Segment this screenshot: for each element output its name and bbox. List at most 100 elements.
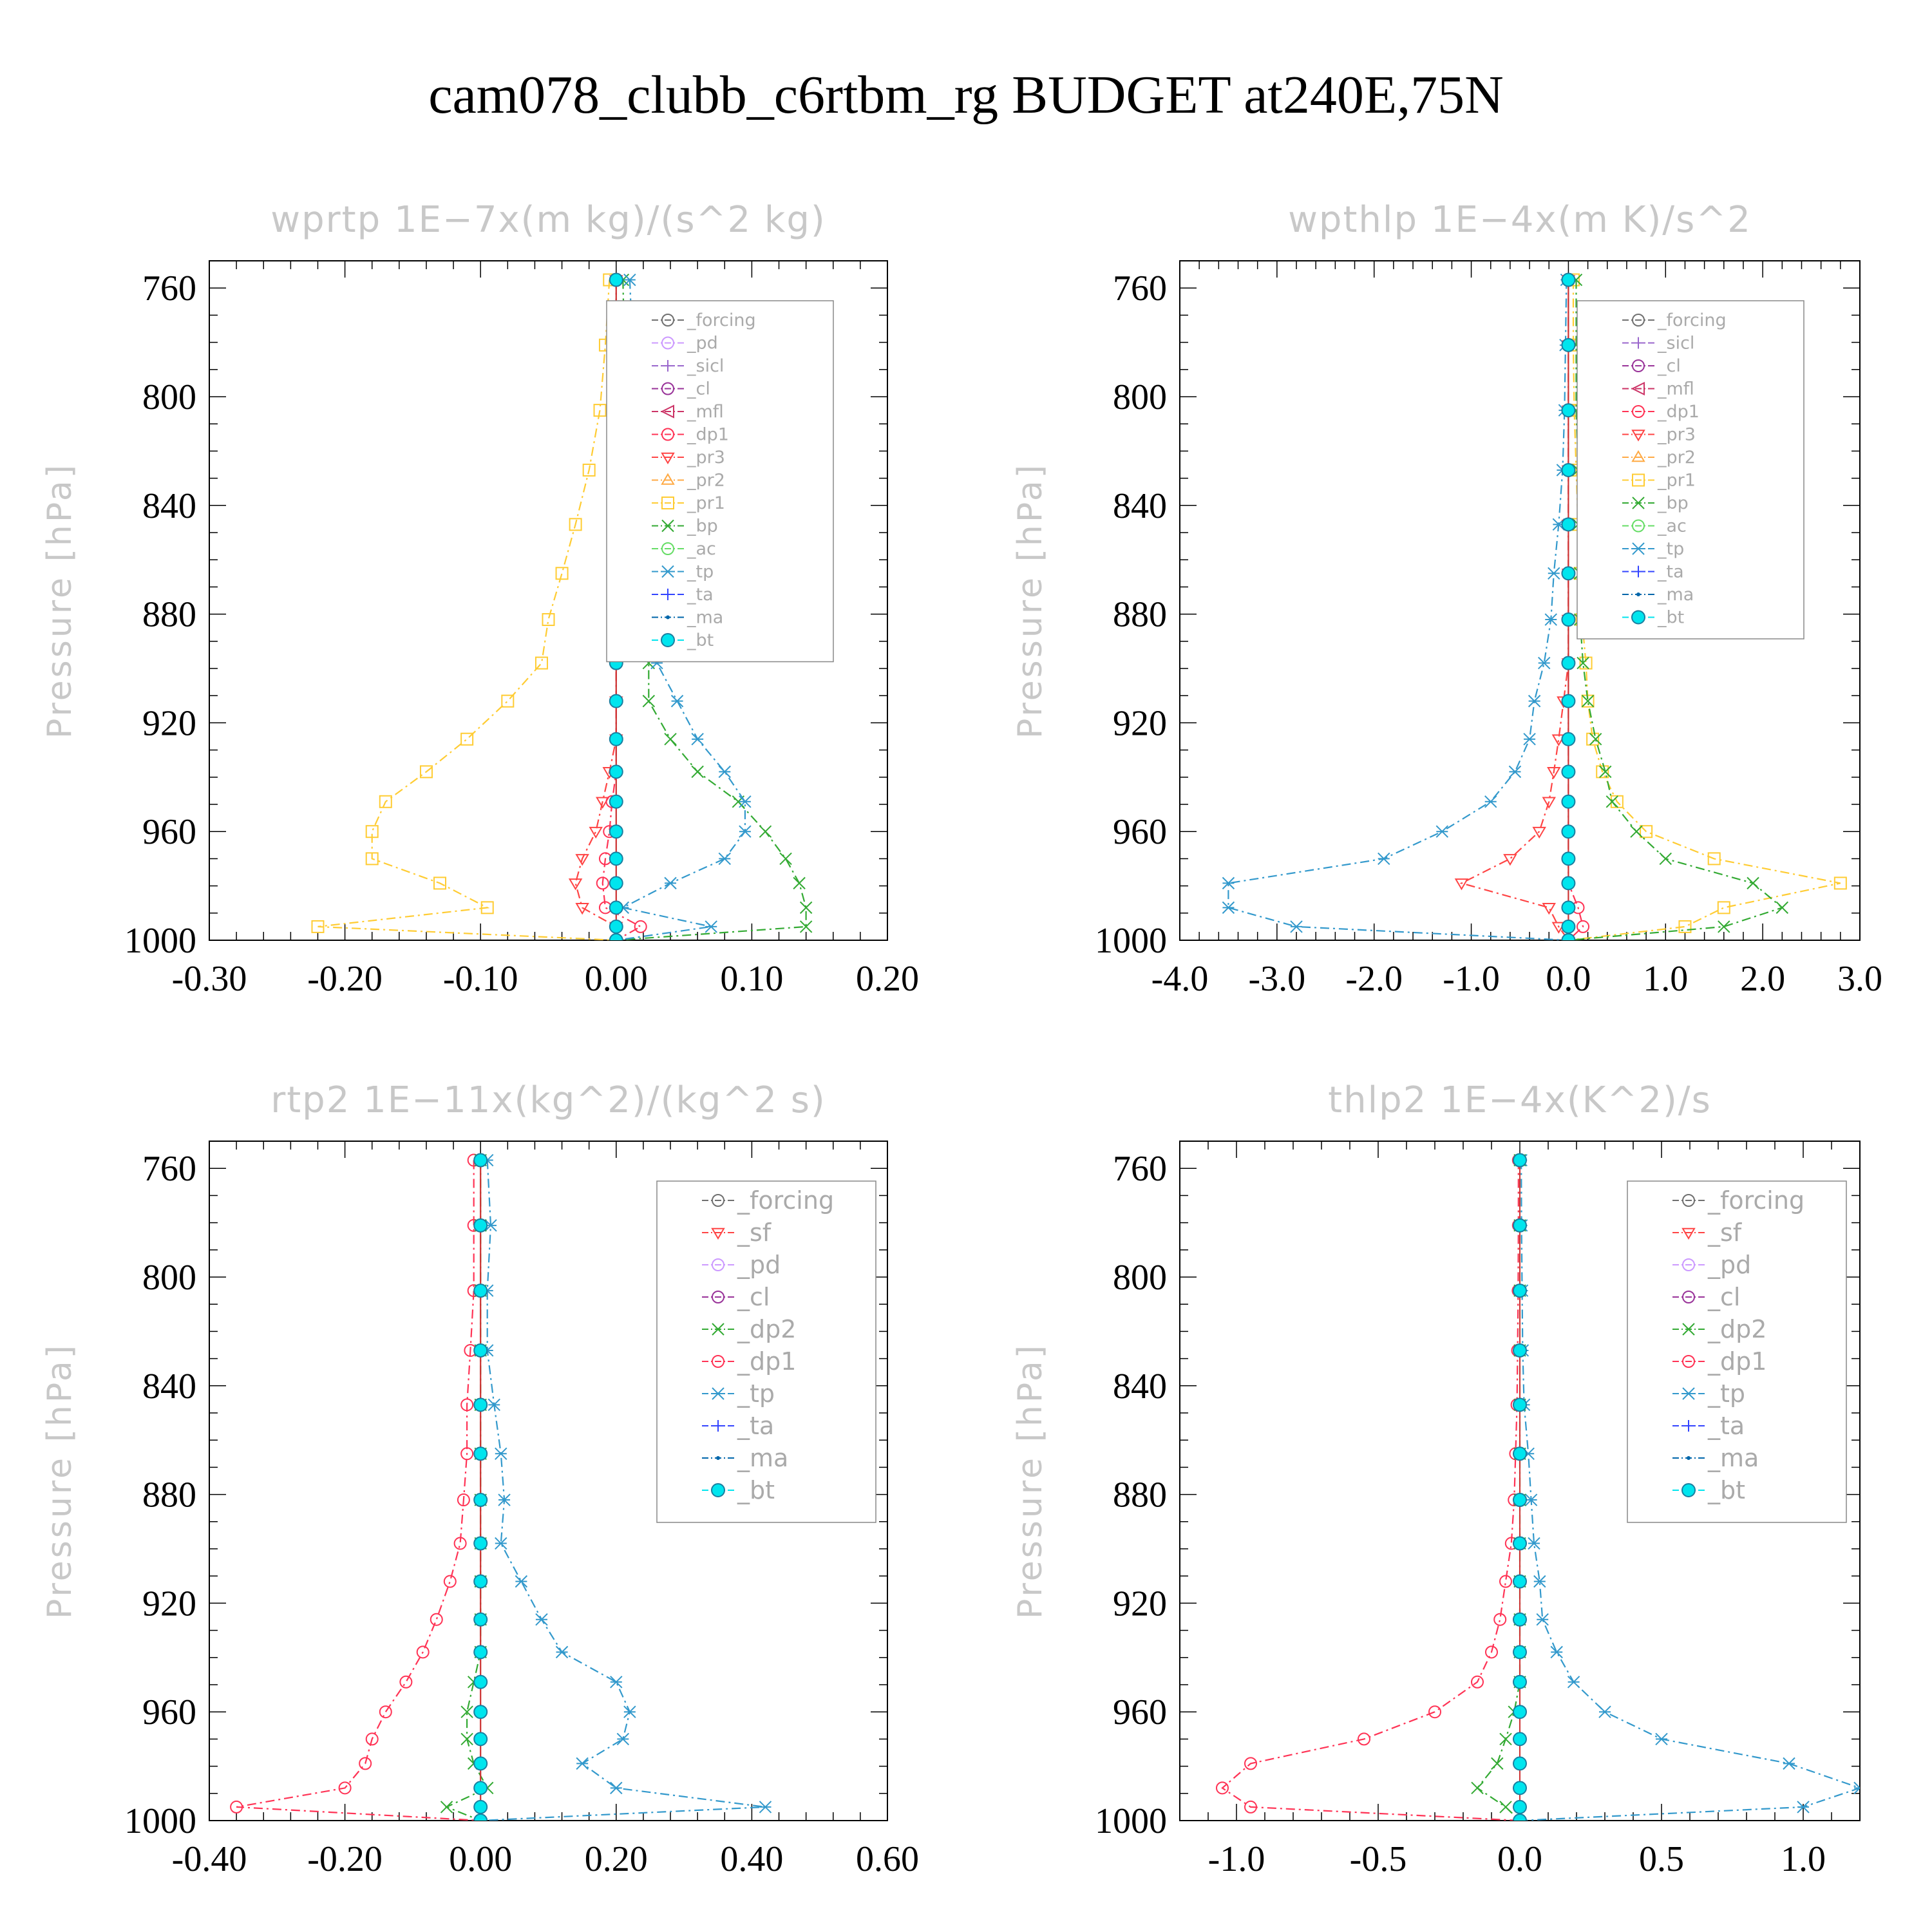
y-tick-label: 1000 <box>1095 1801 1167 1841</box>
marker-tp <box>610 1781 623 1795</box>
legend-label-forcing: _forcing <box>1657 310 1727 330</box>
marker-bp <box>799 920 813 933</box>
marker-bp <box>779 852 792 866</box>
marker-bt <box>1561 694 1576 708</box>
legend-box <box>656 1180 876 1523</box>
marker-dp1 <box>430 1613 443 1626</box>
legend-label-ta: _ta <box>737 1412 774 1440</box>
marker-bp <box>1630 825 1643 838</box>
marker-bt <box>1561 794 1576 809</box>
marker-tp <box>1567 1676 1580 1689</box>
marker-bt <box>473 1799 488 1814</box>
legend-label-dp1: _dp1 <box>737 1347 796 1376</box>
marker-pr1 <box>542 613 555 627</box>
marker-dp2 <box>440 1801 453 1814</box>
marker-tp <box>623 1705 636 1718</box>
x-tick-label: 0.00 <box>585 959 648 999</box>
marker-dp1 <box>460 1398 474 1412</box>
marker-bt <box>1513 1397 1527 1412</box>
series-line-dp2 <box>444 1160 489 1821</box>
marker-tp <box>705 920 717 933</box>
marker-bp <box>661 519 674 533</box>
marker-pr3 <box>1542 797 1557 809</box>
marker-bt <box>473 1705 488 1719</box>
marker-pd <box>661 336 674 350</box>
x-tick-label: 0.40 <box>720 1839 783 1879</box>
legend-label-dp1: _dp1 <box>1707 1347 1766 1376</box>
marker-tp <box>718 852 731 866</box>
legend-label-pd: _pd <box>737 1251 781 1279</box>
legend-label-dp2: _dp2 <box>737 1315 796 1343</box>
x-tick-label: -3.0 <box>1249 959 1306 999</box>
marker-dp2 <box>460 1732 473 1746</box>
marker-pr1 <box>1610 795 1624 808</box>
marker-bt <box>473 1674 488 1689</box>
marker-pr3 <box>1542 903 1557 915</box>
marker-bt <box>473 1574 488 1589</box>
y-tick-label: 960 <box>142 812 196 852</box>
marker-tp <box>1508 765 1522 779</box>
marker-bt <box>1561 656 1576 670</box>
marker-tp <box>1655 1732 1668 1746</box>
marker-tp <box>495 1537 507 1550</box>
marker-bt <box>1513 1732 1527 1747</box>
marker-tp <box>1550 1645 1563 1659</box>
marker-bt <box>609 876 623 891</box>
y-tick-label: 760 <box>142 1149 196 1189</box>
marker-bp <box>664 733 677 746</box>
panel-title: wpthlp 1E−4x(m K)/s^2 <box>1288 199 1752 241</box>
marker-bt <box>1561 612 1576 627</box>
marker-bp <box>691 765 704 779</box>
marker-dp2 <box>460 1705 473 1718</box>
x-tick-label: 0.60 <box>856 1839 919 1879</box>
series-line-tp <box>1227 279 1569 940</box>
legend-label-pr3: _pr3 <box>687 448 725 468</box>
marker-pr1 <box>569 518 582 531</box>
marker-mfl <box>1631 381 1645 396</box>
marker-bt <box>1513 1645 1527 1660</box>
marker-pr1 <box>419 765 433 779</box>
marker-bt <box>1631 610 1645 625</box>
marker-dp1 <box>416 1645 430 1659</box>
marker-tp <box>488 1398 500 1412</box>
marker-pr3 <box>1503 854 1517 866</box>
marker-pr1 <box>1717 901 1730 914</box>
marker-pr1 <box>379 795 392 808</box>
legend-label-pr1: _pr1 <box>687 493 725 513</box>
marker-dp1 <box>1216 1781 1229 1795</box>
marker-bt <box>609 694 623 708</box>
series-layer <box>1222 272 1847 940</box>
marker-bt <box>1561 900 1576 915</box>
marker-tp <box>718 765 731 779</box>
marker-bp <box>1577 656 1589 670</box>
marker-ta <box>712 1420 724 1432</box>
legend-label-sf: _sf <box>737 1218 772 1247</box>
marker-pr1 <box>433 876 447 890</box>
x-tick-label: 0.0 <box>1546 959 1591 999</box>
marker-bt <box>1513 1283 1527 1298</box>
legend-label-tp: _tp <box>687 562 714 582</box>
figure-title: cam078_clubb_c6rtbm_rg BUDGET at240E,75N <box>428 65 1504 125</box>
marker-tp <box>1783 1757 1795 1770</box>
marker-bt <box>609 851 623 866</box>
marker-bt <box>609 933 623 940</box>
marker-dp1 <box>1493 1613 1507 1626</box>
marker-dp1 <box>1244 1757 1257 1770</box>
marker-bt <box>1561 851 1576 866</box>
x-tick-label: -0.30 <box>172 959 247 999</box>
marker-tp <box>535 1613 548 1626</box>
marker-tp <box>576 1757 589 1770</box>
y-tick-label: 1000 <box>1095 921 1167 961</box>
legend-label-cl: _cl <box>1707 1283 1740 1311</box>
marker-pr1 <box>501 694 515 708</box>
marker-cl <box>661 382 674 395</box>
y-axis-label: Pressure [hPa] <box>41 1343 79 1619</box>
marker-dp2 <box>1491 1757 1504 1770</box>
legend-label-sicl: _sicl <box>687 356 724 376</box>
marker-tp <box>1853 1781 1860 1795</box>
y-tick-label: 1000 <box>124 921 196 961</box>
legend-label-bt: _bt <box>687 630 714 650</box>
marker-tp <box>1378 852 1390 866</box>
marker-tp <box>1536 1613 1549 1626</box>
